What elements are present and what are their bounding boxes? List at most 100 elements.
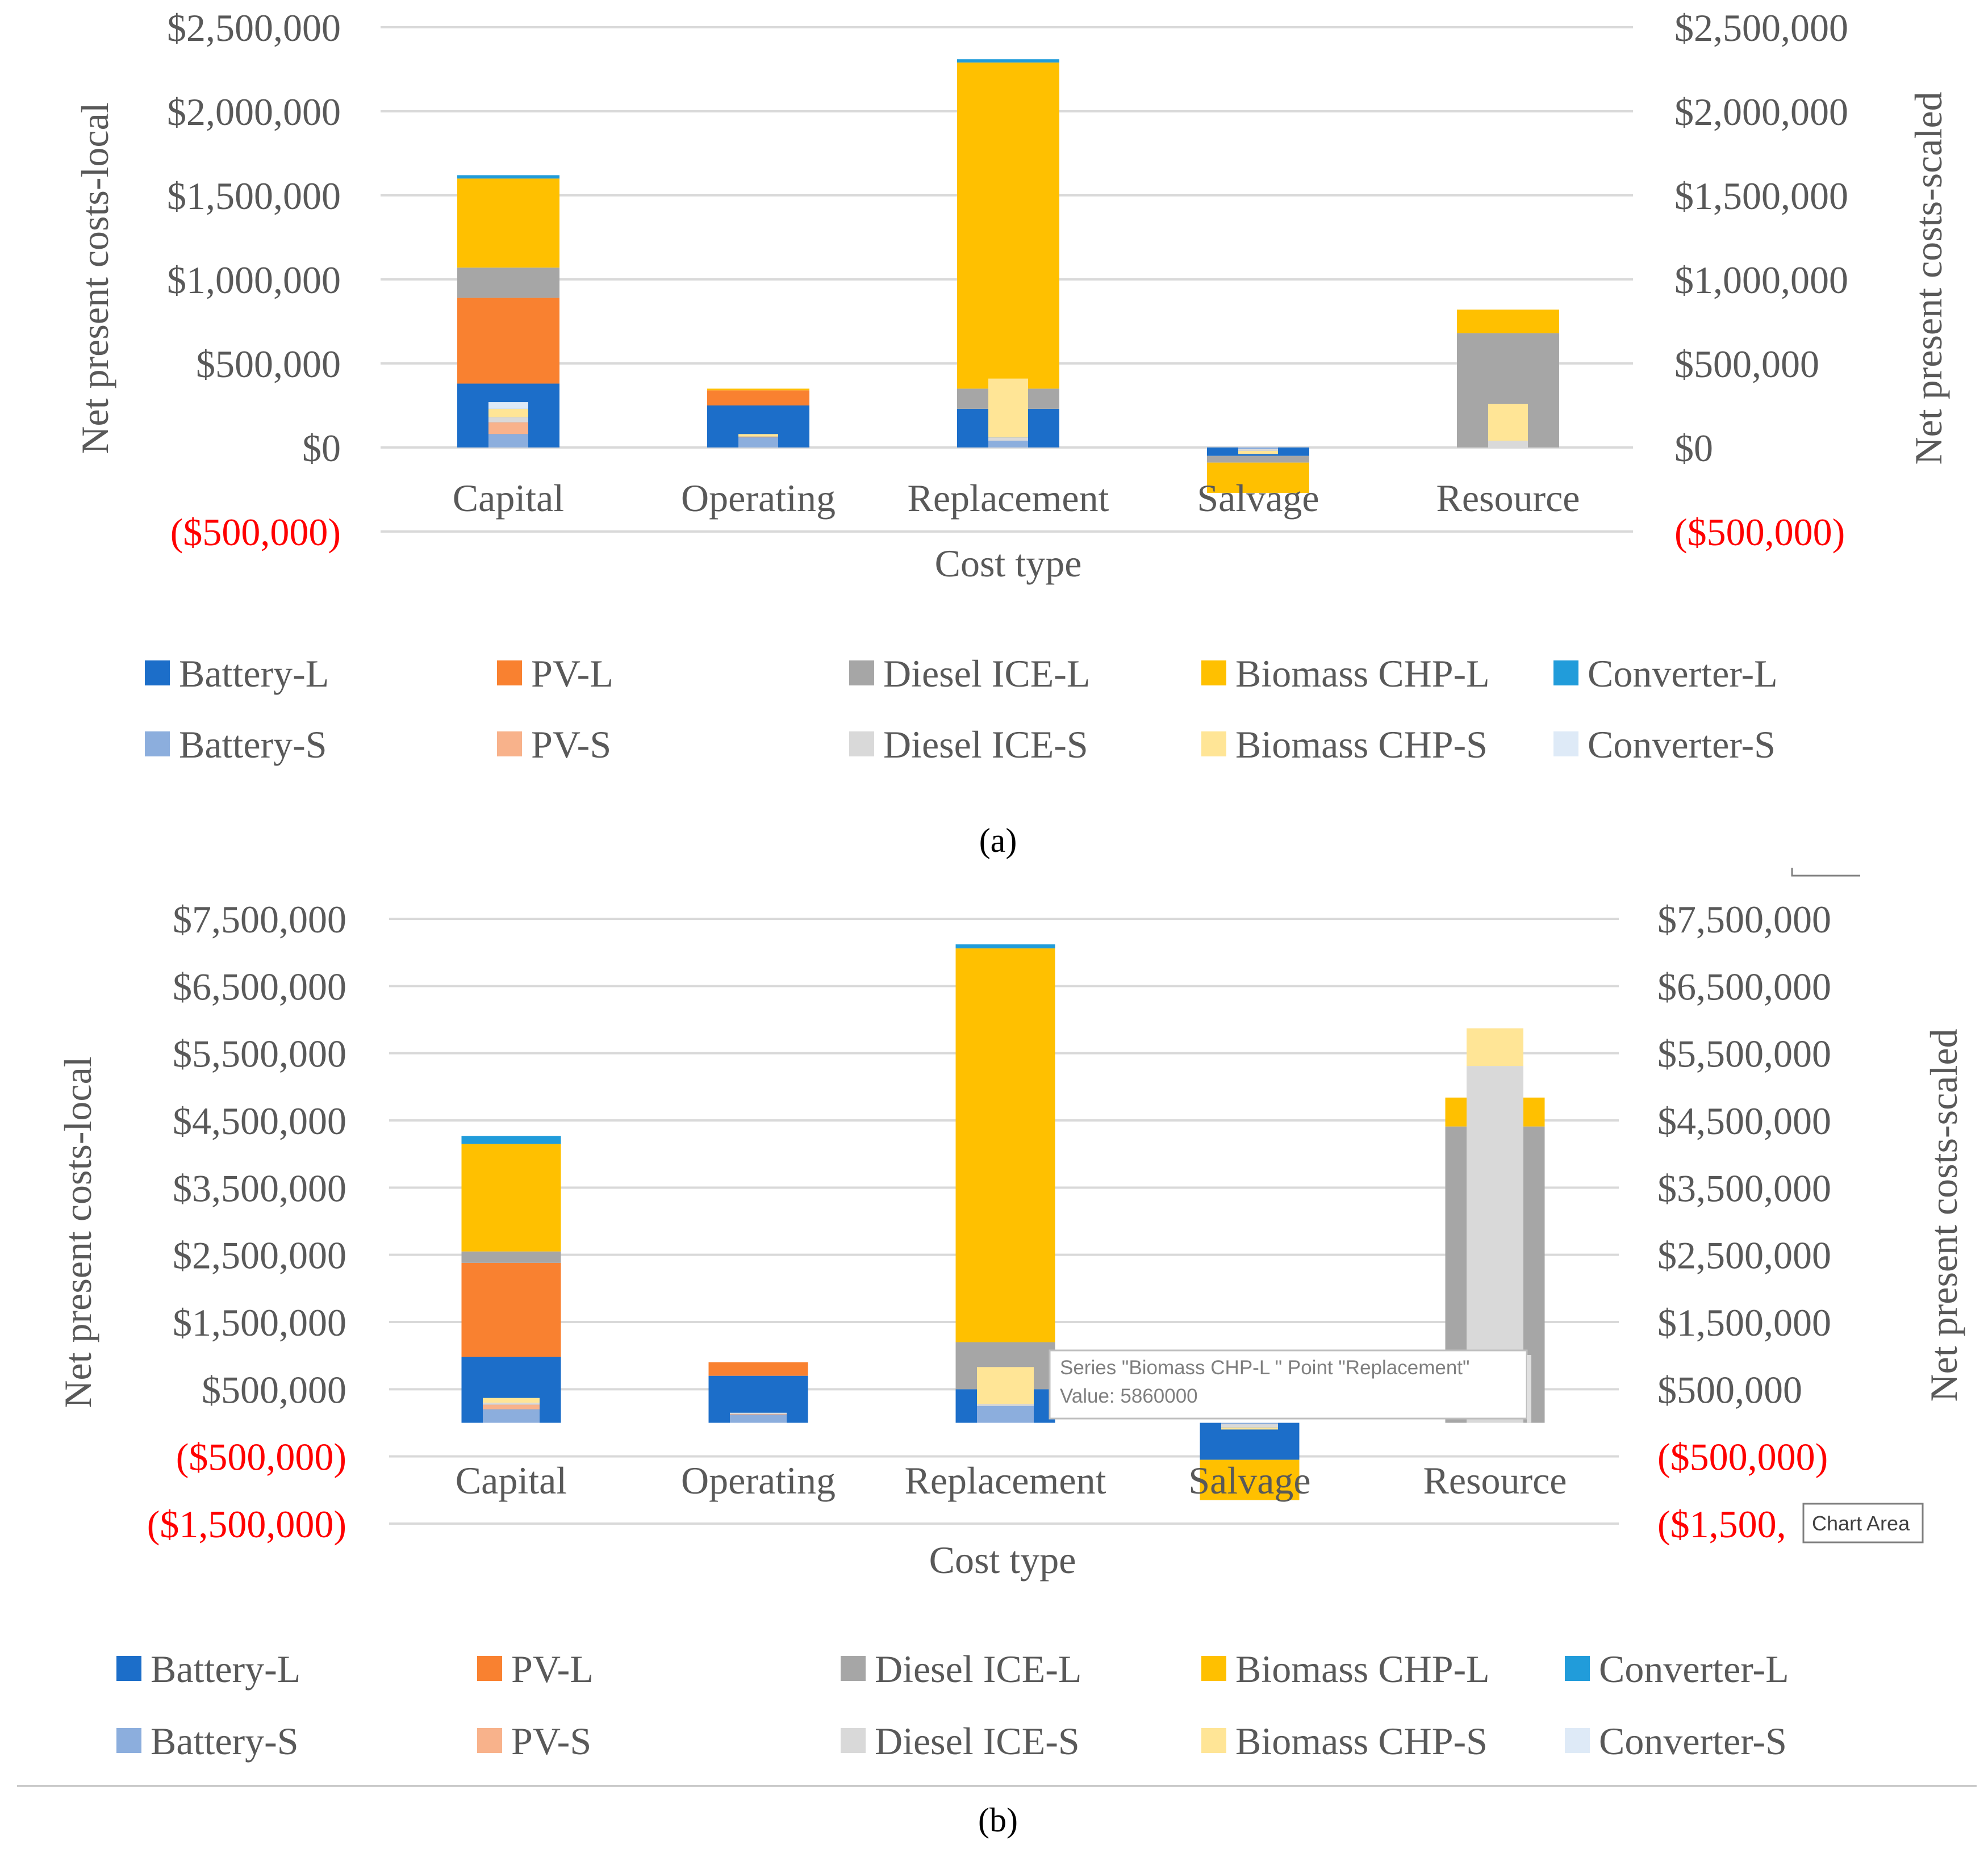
bar-converter-l-capital[interactable] [457,175,559,179]
bar-pv-s-operating[interactable] [730,1414,787,1415]
bar-diesel-ice-s-salvage[interactable] [1238,449,1278,451]
legend-item-diesel-ice-l[interactable]: Diesel ICE-L [841,1647,1081,1691]
y-tick-label-right: $500,000 [1657,1368,1802,1411]
y-tick-label-left: ($500,000) [170,511,341,554]
legend-item-converter-s[interactable]: Converter-S [1565,1720,1787,1763]
bar-battery-s-salvage[interactable] [1221,1423,1278,1424]
legend-item-diesel-ice-l[interactable]: Diesel ICE-L [849,652,1090,695]
legend-item-biomass-chp-l[interactable]: Biomass CHP-L [1201,652,1490,695]
bar-diesel-ice-s-replacement[interactable] [988,437,1028,441]
bar-diesel-ice-s-operating[interactable] [730,1412,787,1415]
bar-biomass-chp-l-capital[interactable] [461,1144,561,1252]
bar-diesel-ice-s-replacement[interactable] [977,1404,1034,1406]
chart-panel-a[interactable]: ($500,000) $0 $500,000 $1,000,000 $1,500,000… [73,6,1950,859]
bar-converter-s-capital[interactable] [488,402,528,409]
legend-swatch [116,1656,141,1681]
legend-swatch [497,660,522,685]
bar-battery-s-capital[interactable] [488,434,528,447]
bar-diesel-ice-l-capital[interactable] [457,267,559,298]
legend-label: Battery-L [151,1647,300,1691]
bar-diesel-ice-s-resource[interactable] [1488,441,1528,447]
bar-biomass-chp-l-resource[interactable] [1457,309,1559,333]
legend-item-converter-l[interactable]: Converter-L [1565,1647,1789,1691]
bar-biomass-chp-s-operating[interactable] [738,434,778,437]
bar-battery-s-salvage[interactable] [1238,447,1278,449]
bar-biomass-chp-s-capital[interactable] [488,408,528,417]
legend-item-biomass-chp-s[interactable]: Biomass CHP-S [1201,1720,1488,1763]
corner-mark [1791,868,1860,877]
bar-converter-l-replacement[interactable] [955,944,1055,949]
legend-swatch [145,660,170,685]
bar-pv-s-capital[interactable] [483,1404,540,1409]
bar-biomass-chp-l-replacement[interactable] [957,62,1059,389]
legend-swatch [477,1728,502,1753]
legend-item-diesel-ice-s[interactable]: Diesel ICE-S [849,723,1088,766]
legend-label: Battery-S [151,1720,299,1763]
legend-label: Diesel ICE-S [883,723,1088,766]
legend-label: Diesel ICE-L [875,1647,1081,1691]
bar-battery-s-operating[interactable] [738,437,778,447]
legend-item-battery-l[interactable]: Battery-L [116,1647,300,1691]
bar-diesel-ice-s-capital[interactable] [488,417,528,422]
legend-item-biomass-chp-l[interactable]: Biomass CHP-L [1201,1647,1490,1691]
legend-item-converter-l[interactable]: Converter-L [1553,652,1778,695]
x-tick-label-operating: Operating [681,1459,836,1502]
legend-label: Biomass CHP-L [1235,1647,1490,1691]
legend-item-battery-s[interactable]: Battery-S [145,723,327,766]
x-tick-label-replacement: Replacement [908,476,1109,520]
legend-item-pv-l[interactable]: PV-L [477,1647,594,1691]
legend-item-converter-s[interactable]: Converter-S [1553,723,1776,766]
legend-swatch [497,731,522,756]
y-tick-label-right: $2,500,000 [1674,6,1848,49]
legend-label: Converter-S [1599,1720,1787,1763]
category-labels-b: Capital Operating Replacement Salvage Resour… [456,1459,1567,1502]
bar-diesel-ice-s-salvage[interactable] [1221,1424,1278,1428]
bar-biomass-chp-l-replacement[interactable] [955,948,1055,1342]
bar-diesel-ice-l-salvage[interactable] [1207,455,1309,463]
caption-b: (b) [978,1801,1018,1839]
bar-diesel-ice-s-capital[interactable] [483,1403,540,1405]
bar-battery-s-replacement[interactable] [977,1405,1034,1423]
bar-biomass-chp-l-operating[interactable] [707,388,809,391]
legend-item-biomass-chp-s[interactable]: Biomass CHP-S [1201,723,1488,766]
legend-item-pv-l[interactable]: PV-L [497,652,613,695]
legend-item-diesel-ice-s[interactable]: Diesel ICE-S [841,1720,1080,1763]
bar-biomass-chp-l-capital[interactable] [457,178,559,268]
bar-biomass-chp-l-salvage[interactable] [1200,1459,1300,1500]
bar-converter-l-replacement[interactable] [957,59,1059,63]
bar-biomass-chp-l-salvage[interactable] [1207,462,1309,493]
legend-swatch [849,731,874,756]
y-tick-label-left: $2,500,000 [167,6,341,49]
chart-panel-b[interactable]: ($1,500,000) ($500,000) $500,000 $1,500,000… [17,898,1977,1839]
legend-item-battery-s[interactable]: Battery-S [116,1720,299,1763]
y-tick-label-right: $2,000,000 [1674,90,1848,133]
bar-pv-l-operating[interactable] [707,390,809,405]
bar-pv-s-capital[interactable] [488,422,528,434]
bar-diesel-ice-l-capital[interactable] [461,1251,561,1263]
y-tick-label-right: $0 [1674,426,1713,470]
bar-biomass-chp-s-salvage[interactable] [1238,450,1278,454]
bar-biomass-chp-s-resource[interactable] [1488,404,1528,441]
x-tick-label-replacement: Replacement [905,1459,1106,1502]
bar-pv-l-capital[interactable] [457,298,559,384]
bar-battery-s-capital[interactable] [483,1409,540,1423]
bar-biomass-chp-s-resource[interactable] [1467,1028,1523,1066]
legend-label: Converter-L [1588,652,1778,695]
y-tick-label-right: $1,500,000 [1657,1301,1831,1344]
bar-battery-s-replacement[interactable] [988,441,1028,447]
bar-biomass-chp-s-salvage[interactable] [1221,1427,1278,1430]
bar-biomass-chp-s-capital[interactable] [483,1398,540,1403]
bar-biomass-chp-s-replacement[interactable] [988,378,1028,438]
tooltip: Series "Biomass CHP-L " Point "Replaceme… [1049,1349,1531,1423]
legend-swatch [1565,1728,1590,1753]
bar-pv-l-capital[interactable] [461,1262,561,1357]
legend-item-battery-l[interactable]: Battery-L [145,652,329,695]
bar-pv-l-operating[interactable] [708,1362,808,1376]
legend-item-pv-s[interactable]: PV-S [497,723,611,766]
bar-battery-s-operating[interactable] [730,1415,787,1423]
x-tick-label-operating: Operating [681,476,836,520]
bar-converter-l-capital[interactable] [461,1136,561,1144]
legend-item-pv-s[interactable]: PV-S [477,1720,591,1763]
bar-biomass-chp-s-replacement[interactable] [977,1367,1034,1404]
x-tick-label-salvage: Salvage [1188,1459,1310,1502]
